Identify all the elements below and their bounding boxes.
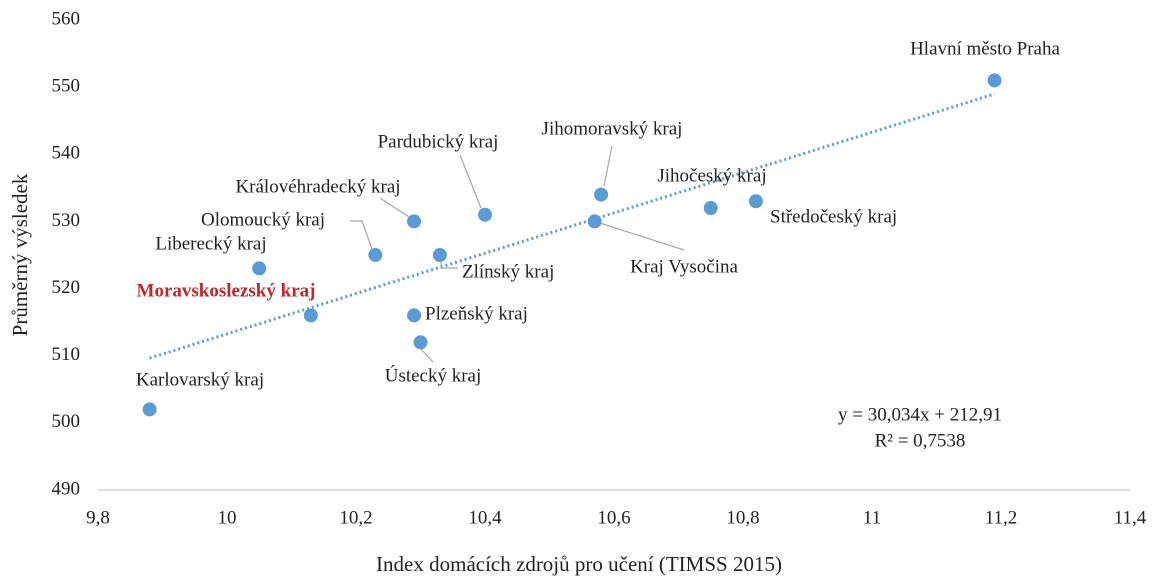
y-tick-label: 530 [52,210,81,231]
point-label: Hlavní město Praha [910,38,1060,59]
point [987,73,1002,88]
point-label: Jihočeský kraj [657,165,766,186]
leader-line [603,145,613,187]
x-axis-title: Index domácích zdrojů pro učení (TIMSS 2… [376,552,782,576]
point-label: Karlovarský kraj [136,369,264,390]
point [413,335,428,350]
y-tick-label: 540 [52,143,81,164]
point [407,214,422,229]
point [478,207,492,222]
point [252,261,267,276]
x-tick-label: 10,2 [339,507,372,528]
point-label: Plzeňský kraj [425,303,528,324]
point [368,248,383,262]
point-label: Moravskoslezský kraj [137,280,316,301]
leader-line [350,220,373,250]
y-axis-title: Průměrný výsledek [8,173,32,336]
y-tick-label: 550 [52,76,81,97]
point-label: Ústecký kraj [385,364,482,386]
point [142,402,157,417]
point-label: Liberecký kraj [155,233,266,254]
point-label: Středočeský kraj [770,206,897,227]
point-label: Jihomoravský kraj [542,118,683,139]
x-tick-label: 11 [863,507,881,528]
point [703,201,718,215]
leader-line [418,346,434,363]
y-tick-label: 500 [52,411,81,432]
point [432,248,447,262]
point-label: Kraj Vysočina [630,256,738,277]
x-tick-label: 11,4 [1114,507,1147,528]
y-tick-label: 490 [52,478,81,499]
point [594,187,609,202]
point [407,308,422,323]
trend-r2: R² = 0,7538 [875,430,966,451]
point-label: Královéhradecký kraj [235,176,400,197]
x-tick-label: 9,8 [86,507,110,528]
point-label: Zlínský kraj [462,261,554,282]
leader-line [459,154,482,209]
leader-line [379,197,410,218]
point [303,308,318,323]
y-tick-label: 520 [52,277,81,298]
point-label: Pardubický kraj [378,131,499,152]
x-tick-label: 10,8 [726,507,759,528]
x-tick-label: 10 [218,507,237,528]
x-tick-label: 10,6 [597,507,630,528]
x-tick-label: 11,2 [985,507,1018,528]
point [748,194,763,209]
y-tick-label: 560 [52,8,81,29]
point [587,214,602,229]
x-tick-label: 10,4 [468,507,502,528]
point-label: Olomoucký kraj [201,209,325,230]
leader-line [599,222,685,251]
leader-line [440,259,458,269]
y-tick-label: 510 [52,344,81,365]
trend-equation: y = 30,034x + 212,91 [838,404,1002,425]
